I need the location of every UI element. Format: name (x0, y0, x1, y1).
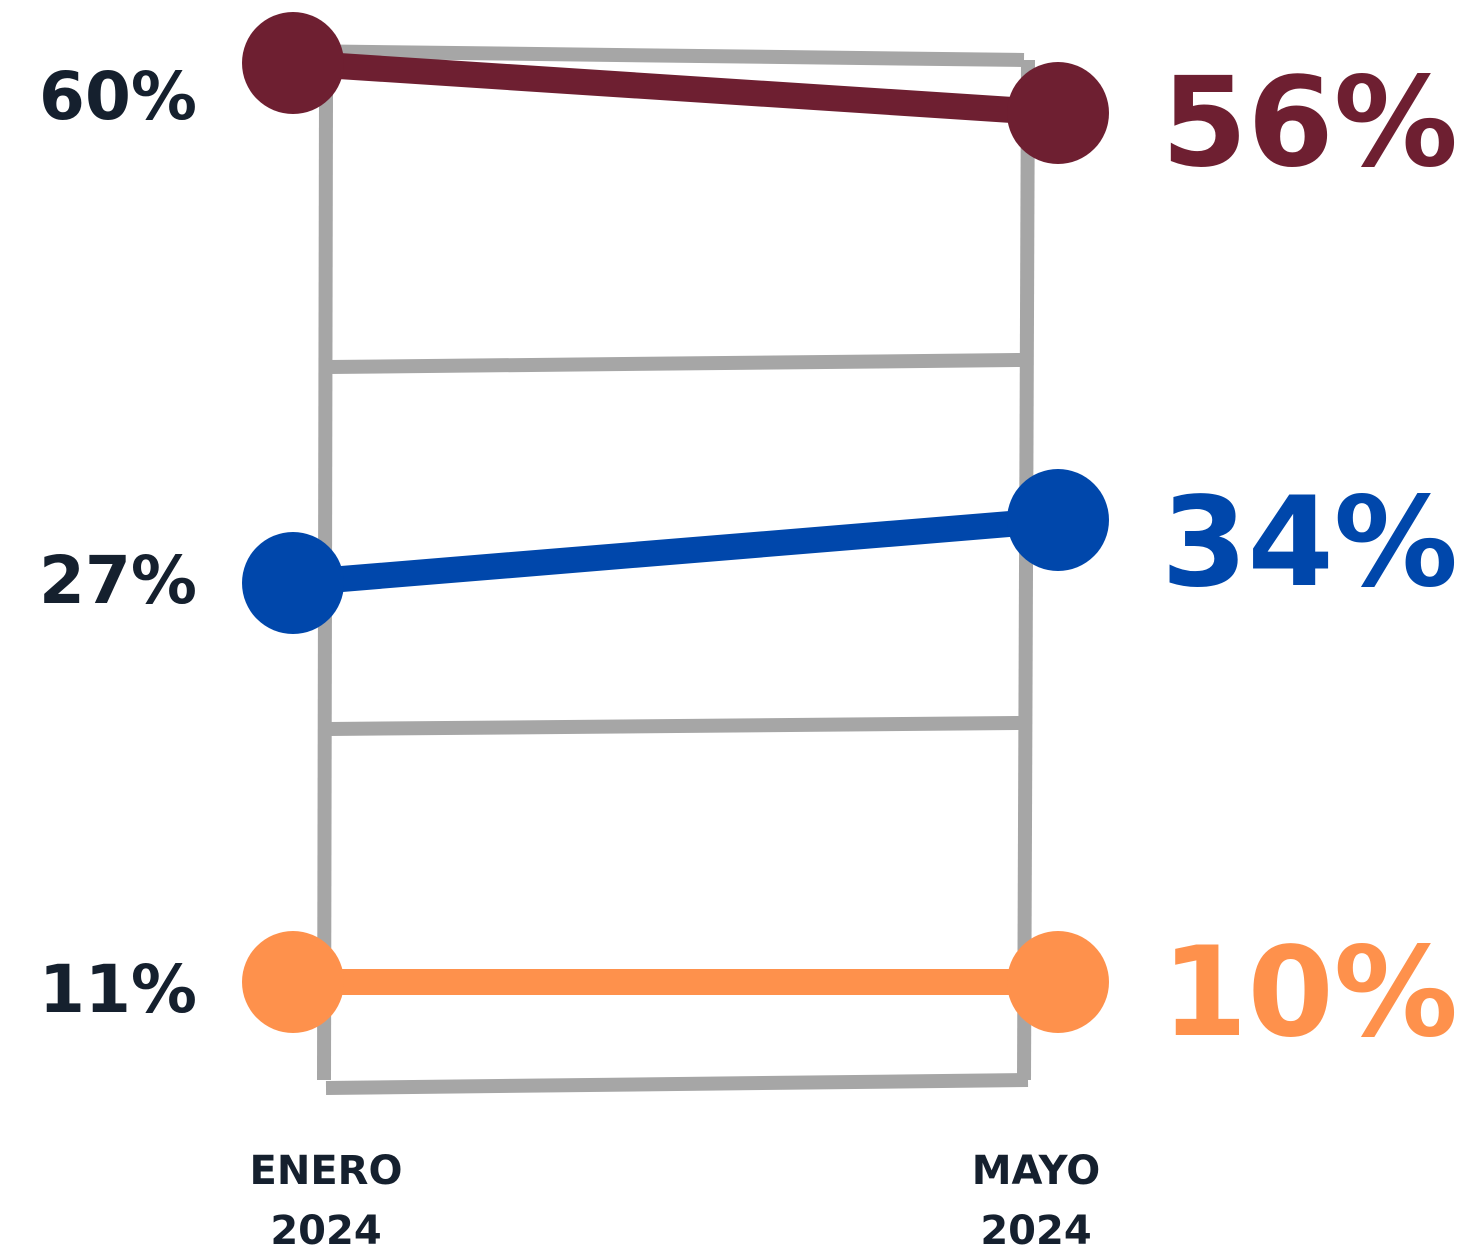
frame-top-edge (292, 44, 1025, 67)
category-label-1-line-1: ENERO (250, 1148, 403, 1194)
series-1-point-end (1007, 62, 1109, 164)
category-label-2-line-2: 2024 (980, 1208, 1091, 1251)
series-2-point-end (1007, 469, 1109, 571)
series-3-point-start (242, 931, 344, 1033)
frame-grid-line-lower (328, 716, 1022, 736)
series-2-start-label: 27% (39, 542, 197, 619)
series-layer (242, 12, 1109, 1033)
value-labels: 60% 56% 27% 34% 11% 10% (39, 51, 1458, 1065)
category-label-2-line-1: MAYO (972, 1148, 1100, 1194)
series-line-2 (280, 507, 1071, 596)
category-labels: ENERO 2024 MAYO 2024 (250, 1148, 1101, 1251)
series-2-end-label: 34% (1161, 471, 1458, 615)
chart-frame (292, 44, 1035, 1095)
series-1-end-label: 56% (1161, 51, 1458, 195)
series-1-point-start (242, 12, 344, 114)
series-3-point-end (1007, 931, 1109, 1033)
frame-grid-line-upper (328, 353, 1022, 374)
series-2-point-start (242, 532, 344, 634)
category-label-1-line-2: 2024 (270, 1208, 381, 1251)
series-1-start-label: 60% (39, 58, 197, 135)
series-line-1 (280, 50, 1071, 126)
series-3-end-label: 10% (1161, 921, 1458, 1065)
series-3-start-label: 11% (39, 951, 197, 1028)
frame-bottom-edge (325, 1073, 1029, 1095)
frame-right-edge (1017, 59, 1035, 1081)
